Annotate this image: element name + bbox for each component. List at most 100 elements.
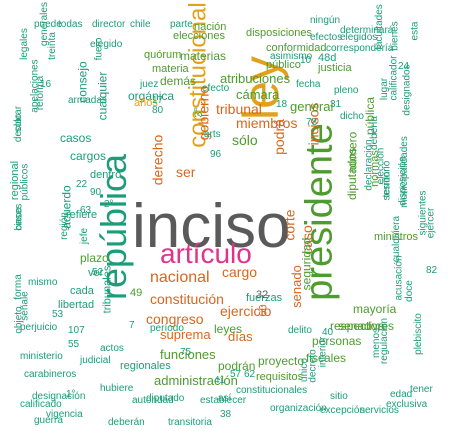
word-período: período — [150, 323, 184, 334]
word-2: 2° — [104, 199, 114, 210]
word-constitución: constitución — [150, 291, 224, 307]
word-autoridad: autoridad — [132, 395, 174, 406]
word-fecha: fecha — [296, 79, 321, 90]
word-refiere: refiere — [66, 209, 98, 221]
word-ministerio: ministerio — [20, 351, 63, 362]
word-mismo: mismo — [28, 277, 58, 288]
word-ver: ver — [88, 267, 104, 279]
word-60: 60 — [257, 303, 270, 317]
word-armadas: armadas — [68, 95, 107, 106]
word-miembros: miembros — [236, 115, 298, 131]
word-servicios: servicios — [360, 405, 399, 416]
word-guerra: guerra — [34, 415, 63, 426]
word-proyecto: proyecto — [258, 354, 305, 368]
word-delito: delito — [288, 325, 312, 336]
word-justicia: justicia — [318, 62, 352, 74]
word-perjuicio: perjuicio — [20, 322, 58, 333]
word-administración: administración — [154, 373, 238, 388]
word-días: días — [228, 329, 253, 344]
word-atribuciones: atribuciones — [220, 71, 291, 86]
word-ministros: ministros — [374, 231, 419, 243]
word-facultades: facultades — [373, 4, 385, 50]
word-ningún: ningún — [310, 15, 341, 26]
word-director: director — [92, 19, 126, 30]
word-efecto: efecto — [202, 83, 230, 94]
word-78: 78 — [306, 117, 318, 128]
word-carabineros: carabineros — [24, 369, 77, 380]
word-único: único — [298, 358, 310, 382]
word-general: general — [290, 99, 334, 114]
word-senadores: senadores — [338, 319, 395, 333]
word-48d: 48d — [318, 52, 337, 64]
word-objeto: objeto — [13, 305, 25, 334]
word-75: 75 — [180, 347, 192, 358]
word-leyes: leyes — [214, 322, 243, 336]
word-exclusiva: exclusiva — [386, 399, 428, 410]
word-cargos: cargos — [70, 149, 107, 163]
word-regulación: regulación — [379, 317, 391, 365]
word-18: 18 — [276, 99, 288, 110]
word-41: 41 — [214, 375, 226, 386]
word-orgánica: orgánica — [128, 89, 175, 103]
word-53: 53 — [52, 309, 64, 320]
word-correspondería: correspondería — [326, 43, 394, 54]
word-seguridad: seguridad — [298, 237, 313, 290]
word-organización: organización — [270, 403, 327, 414]
word-demás: demás — [160, 74, 197, 88]
word-nación: nación — [194, 21, 227, 33]
word-dentro: dentro — [90, 169, 122, 181]
word-artículo: artículo — [160, 238, 252, 269]
word-puede: puede — [34, 19, 62, 30]
word-funciones: funciones — [160, 347, 216, 362]
word-legales: legales — [18, 28, 30, 60]
word-región: región — [58, 212, 70, 240]
word-elegido: elegido — [90, 39, 123, 50]
word-ejercicio: ejercicio — [220, 303, 272, 319]
word-respectiva: respectiva — [330, 319, 385, 333]
word-acusación: acusación — [393, 254, 405, 301]
word-63: 63 — [80, 205, 92, 216]
word-doce: doce — [403, 280, 415, 302]
word-establecer: establecer — [200, 395, 247, 406]
word-bases: bases — [12, 203, 24, 230]
word-10: 10 — [300, 55, 312, 66]
word-ejercer: ejercer — [424, 207, 436, 238]
word-62: 62 — [244, 369, 256, 380]
word-todas: todas — [58, 19, 83, 30]
word-juez: juez — [140, 79, 159, 90]
word-podrán: podrán — [218, 359, 256, 373]
word-52: 52 — [92, 267, 104, 278]
word-fuerzas: fuerzas — [246, 292, 283, 304]
word-materias: materias — [180, 49, 227, 63]
word-suprema: suprema — [160, 327, 211, 342]
word-fiscales: fiscales — [306, 351, 347, 365]
word-sólo: sólo — [232, 132, 258, 148]
word-nacional: nacional — [150, 269, 210, 286]
word-dicho: dicho — [340, 111, 364, 122]
word-bienes: bienes — [389, 20, 401, 51]
word-actos: actos — [100, 343, 124, 354]
word-conformidad: conformidad — [266, 42, 327, 54]
word-diputado: diputado — [146, 393, 185, 404]
word-cámara: cámara — [236, 87, 280, 102]
word-personas: personas — [312, 334, 362, 348]
word-chile: chile — [130, 19, 151, 30]
word-jefe: jefe — [79, 227, 91, 245]
word-calificado: calificado — [20, 399, 62, 410]
word-17: 17 — [152, 95, 164, 106]
word-tribunales: tribunales — [100, 265, 113, 313]
word-públicos: públicos — [18, 163, 30, 200]
word-plazo: plazo — [80, 251, 109, 265]
word-hubiere: hubiere — [100, 383, 134, 394]
word-tener: tener — [410, 384, 433, 395]
word-57: 57 — [230, 369, 242, 380]
word-vigencia: vigencia — [46, 409, 83, 420]
word-31: 31 — [330, 99, 342, 110]
word-así: así — [218, 393, 232, 404]
word-número: número — [344, 131, 359, 172]
word-declarar: declarar — [13, 105, 25, 143]
word-38: 38 — [220, 409, 232, 420]
word-1: 1° — [66, 389, 76, 400]
word-cada: cada — [70, 285, 94, 297]
word-determinará: determinará — [340, 25, 394, 36]
